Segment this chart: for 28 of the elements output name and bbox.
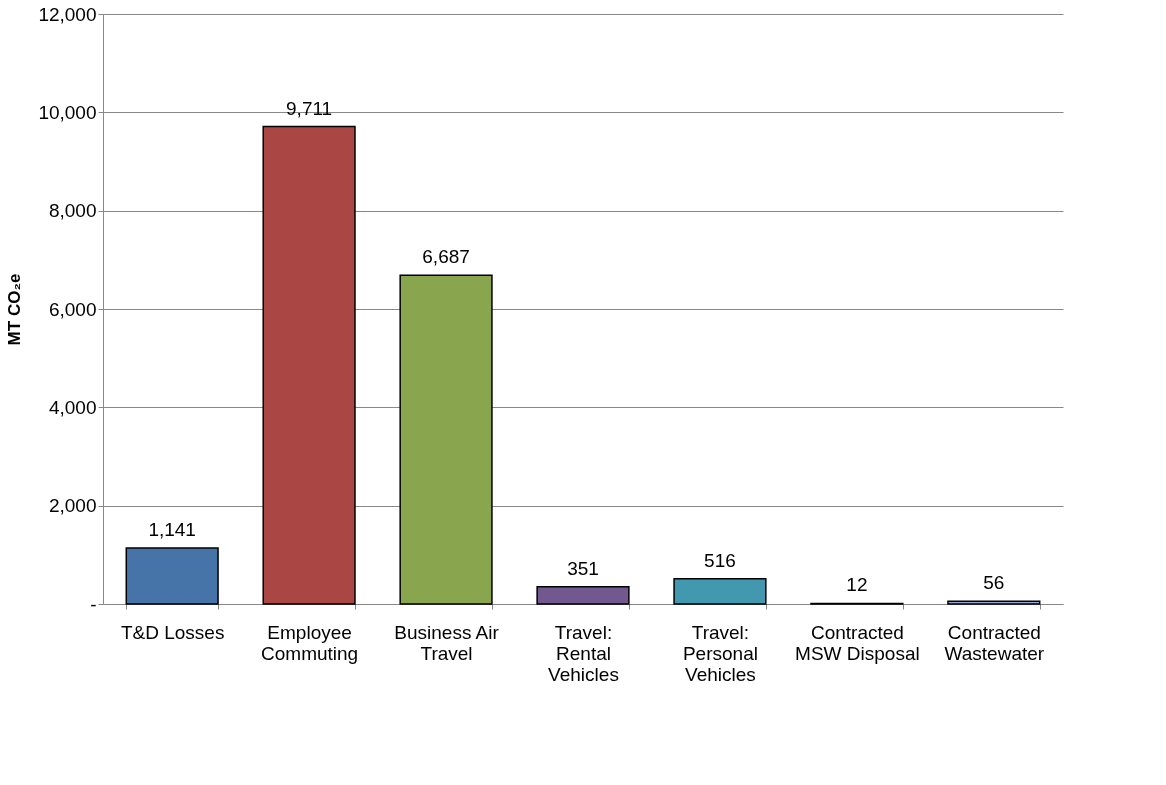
data-label: 516 — [704, 549, 736, 571]
bar — [947, 600, 1041, 605]
x-tick-label: Travel: Rental Vehicles — [548, 621, 619, 685]
data-label: 12 — [846, 574, 868, 596]
bar — [262, 125, 356, 605]
y-tick-label: 10,000 — [38, 101, 97, 123]
x-tick-label: Employee Commuting — [261, 621, 359, 664]
y-tick-label: - — [90, 593, 97, 615]
data-label: 1,141 — [148, 518, 196, 540]
bar — [673, 577, 767, 605]
bar — [125, 547, 219, 605]
data-label: 9,711 — [286, 97, 333, 119]
x-tick-label: Contracted MSW Disposal — [795, 621, 920, 664]
x-tick-label: Business Air Travel — [394, 621, 500, 664]
data-label: 6,687 — [422, 246, 470, 268]
y-tick-label: 12,000 — [38, 3, 97, 25]
y-tick-label: 2,000 — [48, 495, 97, 517]
data-label: 56 — [983, 572, 1005, 594]
x-tick-label: Travel: Personal Vehicles — [682, 621, 758, 685]
x-tick-label: T&D Losses — [120, 621, 225, 643]
bar — [399, 274, 493, 605]
x-tick-label: Contracted Wastewater — [944, 621, 1045, 664]
y-tick-label: 6,000 — [48, 298, 97, 320]
y-tick-label: 4,000 — [48, 396, 97, 418]
bar — [536, 585, 630, 605]
data-label: 351 — [567, 557, 599, 579]
y-tick-label: 8,000 — [48, 200, 97, 222]
y-axis-title: MT CO₂e — [5, 273, 25, 346]
